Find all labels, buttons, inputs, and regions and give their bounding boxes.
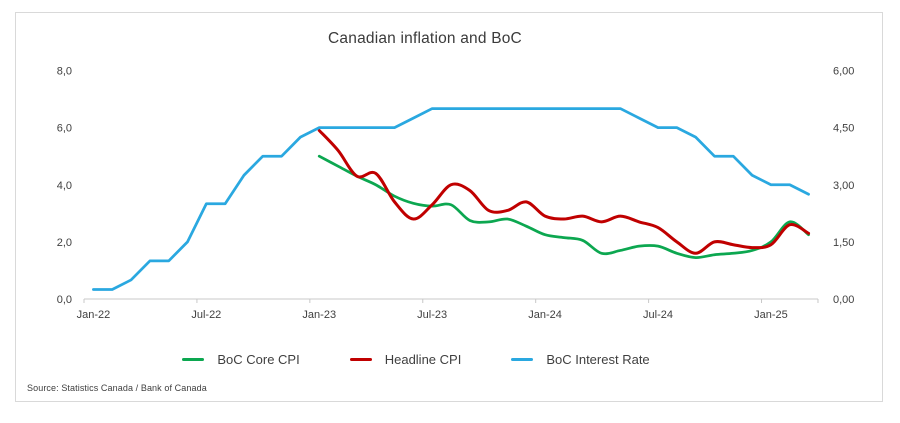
right-axis-label: 0,00 — [833, 294, 854, 306]
headline-cpi-line — [317, 128, 811, 255]
chart-title: Canadian inflation and BoC — [328, 30, 522, 47]
boc-interest-rate-line — [92, 107, 810, 291]
right-axis-label: 3,00 — [833, 180, 854, 192]
source-note: Source: Statistics Canada / Bank of Cana… — [27, 383, 207, 393]
right-axis-label: 6,00 — [833, 66, 854, 78]
legend-label-core-cpi: BoC Core CPI — [217, 352, 300, 367]
x-axis-label: Jan-24 — [528, 309, 562, 321]
chart-card — [15, 12, 883, 402]
legend-item-interest-rate: BoC Interest Rate — [511, 352, 650, 367]
core-cpi-line-icon — [182, 358, 205, 361]
legend-item-core-cpi: BoC Core CPI — [182, 352, 300, 367]
x-axis-label: Jul-24 — [643, 309, 673, 321]
x-axis-label: Jan-23 — [302, 309, 336, 321]
x-axis-label: Jan-22 — [77, 309, 111, 321]
boc-core-cpi-line — [317, 154, 810, 259]
legend-label-headline-cpi: Headline CPI — [384, 352, 462, 367]
left-axis-label: 2,0 — [57, 237, 72, 249]
right-axis-label: 1,50 — [833, 237, 854, 249]
chart-legend: BoC Core CPI Headline CPI BoC Interest R… — [0, 352, 866, 367]
left-axis-label: 8,0 — [57, 66, 72, 78]
x-axis-label: Jul-23 — [417, 309, 447, 321]
x-axis-label: Jul-22 — [191, 309, 221, 321]
left-axis-label: 4,0 — [57, 180, 72, 192]
legend-item-headline-cpi: Headline CPI — [349, 352, 462, 367]
legend-label-interest-rate: BoC Interest Rate — [546, 352, 650, 367]
headline-cpi-line-icon — [349, 358, 372, 361]
left-axis-label: 6,0 — [57, 123, 72, 135]
right-axis-label: 4,50 — [833, 123, 854, 135]
x-axis-label: Jan-25 — [754, 309, 788, 321]
interest-rate-line-icon — [511, 358, 534, 361]
left-axis-label: 0,0 — [57, 294, 72, 306]
